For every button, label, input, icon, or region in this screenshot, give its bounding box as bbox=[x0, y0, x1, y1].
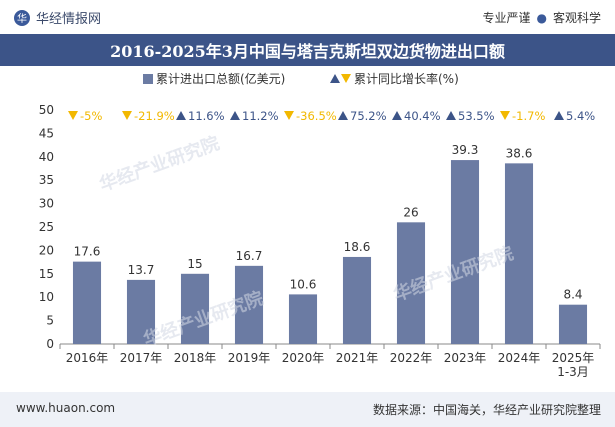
title-bar: 2016-2025年3月中国与塔吉克斯坦双边货物进出口额 bbox=[0, 34, 615, 66]
growth-up-triangle-icon bbox=[554, 111, 564, 120]
y-tick-label: 10 bbox=[39, 290, 54, 304]
chart: 累计进出口总额(亿美元) 累计同比增长率(%) 0 5 10 15 20 25 30 35 40 45… bbox=[39, 71, 601, 379]
bar-value-label: 18.6 bbox=[344, 240, 371, 254]
growth-down-triangle-icon bbox=[122, 111, 132, 120]
bar bbox=[396, 222, 426, 344]
bar-value-label: 17.6 bbox=[74, 245, 101, 259]
x-tick-label: 2025年 bbox=[552, 351, 595, 365]
y-tick-label: 20 bbox=[39, 243, 54, 257]
growth-rate-label: 75.2% bbox=[350, 109, 387, 123]
bar bbox=[504, 163, 534, 344]
growth-down-triangle-icon bbox=[500, 111, 510, 120]
footer-website[interactable]: www.huaon.com bbox=[16, 401, 116, 415]
y-tick-label: 35 bbox=[39, 173, 54, 187]
growth-rate-label: 5.4% bbox=[566, 109, 595, 123]
bullet-icon: ● bbox=[536, 10, 547, 25]
bar-value-label: 16.7 bbox=[236, 249, 263, 263]
y-tick-label: 0 bbox=[46, 337, 54, 351]
chart-title: 2016-2025年3月中国与塔吉克斯坦双边货物进出口额 bbox=[110, 42, 505, 61]
x-tick-label: 1-3月 bbox=[557, 365, 589, 379]
tagline: 专业严谨 ● 客观科学 bbox=[482, 9, 601, 26]
x-tick-label: 2017年 bbox=[120, 351, 163, 365]
y-tick-label: 15 bbox=[39, 267, 54, 281]
growth-rate-label: 11.2% bbox=[242, 109, 279, 123]
bar-value-label: 15 bbox=[187, 257, 202, 271]
growth-down-triangle-icon bbox=[68, 111, 78, 120]
bar-value-label: 38.6 bbox=[506, 146, 533, 160]
growth-up-triangle-icon bbox=[230, 111, 240, 120]
growth-up-triangle-icon bbox=[176, 111, 186, 120]
bar-value-label: 26 bbox=[403, 205, 418, 219]
x-tick-label: 2022年 bbox=[390, 351, 433, 365]
x-tick-label: 2024年 bbox=[498, 351, 541, 365]
bar-value-label: 39.3 bbox=[452, 143, 479, 157]
bar-value-label: 10.6 bbox=[290, 277, 317, 291]
growth-up-triangle-icon bbox=[446, 111, 456, 120]
bar-value-label: 8.4 bbox=[563, 288, 582, 302]
y-tick-label: 5 bbox=[46, 314, 54, 328]
bar bbox=[72, 261, 102, 344]
growth-rate-label: -1.7% bbox=[512, 109, 545, 123]
tagline-1: 专业严谨 bbox=[482, 11, 531, 25]
growth-rate-label: -5% bbox=[80, 109, 102, 123]
top-bar: 华 华经情报网 专业严谨 ● 客观科学 bbox=[0, 0, 615, 34]
y-tick-label: 50 bbox=[39, 103, 54, 117]
legend-label-growth: 累计同比增长率(%) bbox=[354, 71, 459, 86]
legend-swatch-bar bbox=[143, 74, 153, 84]
bar bbox=[342, 256, 372, 344]
brand-logo-icon: 华 bbox=[14, 9, 30, 26]
brand-name: 华经情报网 bbox=[36, 12, 102, 27]
x-tick-label: 2018年 bbox=[174, 351, 217, 365]
brand: 华 华经情报网 bbox=[14, 8, 101, 27]
bar bbox=[126, 279, 156, 344]
footer-source: 数据来源：中国海关，华经产业研究院整理 bbox=[372, 403, 601, 417]
growth-up-triangle-icon bbox=[392, 111, 402, 120]
bar bbox=[180, 273, 210, 344]
growth-rate-label: -36.5% bbox=[296, 109, 337, 123]
growth-rate-label: -21.9% bbox=[134, 109, 175, 123]
growth-rate-label: 11.6% bbox=[188, 109, 225, 123]
bar-value-label: 13.7 bbox=[128, 263, 155, 277]
growth-rate-label: 40.4% bbox=[404, 109, 441, 123]
bar bbox=[234, 265, 264, 344]
x-tick-label: 2020年 bbox=[282, 351, 325, 365]
y-tick-label: 30 bbox=[39, 197, 54, 211]
bar bbox=[558, 304, 588, 344]
x-tick-label: 2019年 bbox=[228, 351, 271, 365]
legend-label-total: 累计进出口总额(亿美元) bbox=[156, 71, 285, 86]
x-tick-label: 2023年 bbox=[444, 351, 487, 365]
growth-up-triangle-icon bbox=[338, 111, 348, 120]
legend-up-triangle-icon bbox=[330, 74, 340, 83]
bar bbox=[450, 160, 480, 344]
legend: 累计进出口总额(亿美元) 累计同比增长率(%) bbox=[143, 71, 459, 86]
bar bbox=[288, 294, 318, 344]
y-tick-label: 40 bbox=[39, 150, 54, 164]
legend-down-triangle-icon bbox=[341, 74, 351, 83]
growth-rate-label: 53.5% bbox=[458, 109, 495, 123]
x-tick-label: 2016年 bbox=[66, 351, 109, 365]
tagline-2: 客观科学 bbox=[552, 11, 601, 25]
y-tick-label: 25 bbox=[39, 220, 54, 234]
footer: www.huaon.com 数据来源：中国海关，华经产业研究院整理 bbox=[0, 392, 615, 427]
y-tick-label: 45 bbox=[39, 126, 54, 140]
growth-down-triangle-icon bbox=[284, 111, 294, 120]
x-tick-label: 2021年 bbox=[336, 351, 379, 365]
